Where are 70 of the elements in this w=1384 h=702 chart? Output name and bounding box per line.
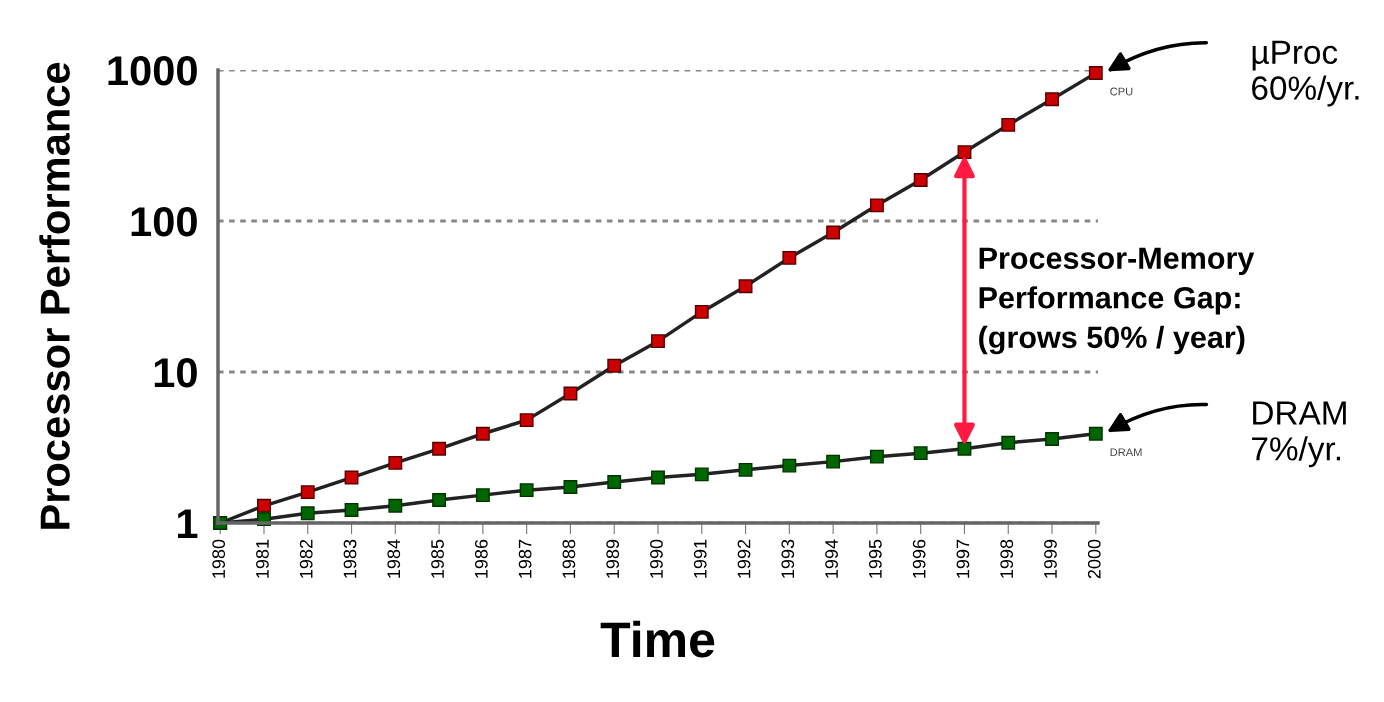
x-tick-label: 1983 [343,539,357,578]
y-tick-label: 1000 [108,56,197,86]
point [344,503,359,517]
x-tick-label: 1988 [562,539,576,578]
point [957,441,972,456]
x-tick-label: 1992 [737,539,751,578]
point [782,250,797,265]
text: µProc 60%/yr. [1252,40,1359,107]
x-tick-label: 1989 [606,539,620,578]
point [257,498,271,513]
x-tick-label: 1980 [212,539,226,578]
point [913,173,928,187]
point [913,446,928,461]
x-tick-label: 1985 [431,539,444,578]
point [519,413,534,428]
annotation: Processor-Memory Performance Gap: (grows 50% / year) [979,247,1255,355]
point [388,498,403,513]
point [563,386,578,401]
point [738,462,753,477]
point [300,506,315,521]
x-tick-label: 1984 [387,539,401,578]
point [300,485,315,500]
point [607,475,622,489]
x-tick-label: 1997 [956,539,970,578]
point [694,304,709,319]
point [388,455,403,470]
series-label: DRAM [1110,448,1142,457]
x-tick-label: 1981 [256,539,269,578]
x-tick-label: 1990 [650,539,663,578]
x-tick-label: 1986 [474,539,488,578]
x-axis-title: Time [600,620,715,658]
x-tick-label: 1995 [868,539,882,578]
y-axis-title: Processor Performance [39,62,70,529]
point [869,198,884,213]
y-tick-label: 10 [154,358,197,388]
x-tick-label: 1998 [1000,539,1014,578]
x-tick-label: 1994 [825,539,838,578]
x-tick-label: 1987 [518,539,532,578]
point [782,458,797,473]
point [1088,66,1103,80]
point [1088,426,1103,441]
x-tick-label: 1999 [1044,539,1057,578]
point [1045,92,1059,107]
point [738,279,753,294]
point [432,493,447,507]
point [869,449,884,464]
x-tick-label: 1993 [781,539,795,578]
x-tick-label: 2000 [1087,539,1101,579]
point [1045,432,1059,446]
point [432,441,447,456]
x-tick-label: 1996 [912,539,926,578]
y-tick-label: 1 [178,509,198,539]
point [651,334,665,349]
y-tick-label: 100 [131,207,197,237]
point [475,426,490,441]
point [1001,117,1016,132]
point [519,483,534,498]
series-label: CPU [1110,87,1133,96]
x-tick-label: 1982 [299,539,313,578]
text: DRAM 7%/yr. [1252,401,1346,468]
point [475,488,490,503]
point [1001,435,1016,450]
point [826,454,841,469]
point [607,358,622,373]
x-tick-label: 1991 [693,539,707,578]
point [957,145,972,160]
point [826,225,841,240]
point [651,470,665,485]
point [694,467,709,482]
point [563,480,578,495]
